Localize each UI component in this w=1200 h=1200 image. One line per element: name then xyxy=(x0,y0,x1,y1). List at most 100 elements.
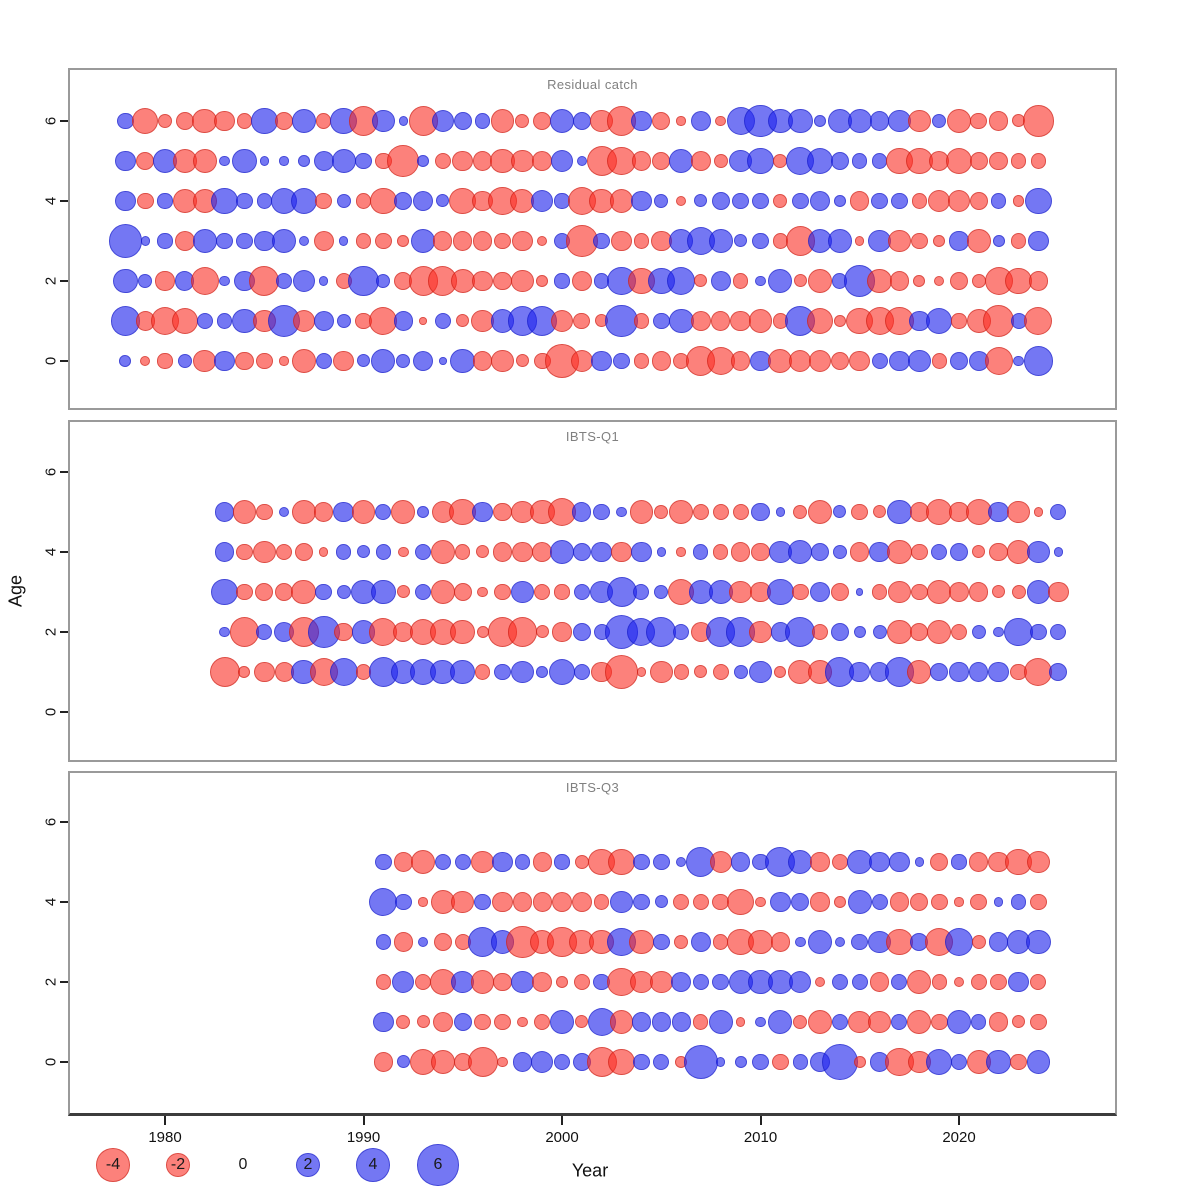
residual-bubble xyxy=(654,895,668,909)
residual-bubble xyxy=(108,224,143,258)
residual-bubble xyxy=(676,547,686,557)
residual-bubble xyxy=(573,312,591,330)
residual-bubble xyxy=(970,974,987,990)
residual-bubble xyxy=(731,351,751,371)
residual-bubble xyxy=(966,229,991,253)
residual-bubble xyxy=(1053,547,1063,557)
residual-bubble xyxy=(1004,617,1033,647)
residual-bubble xyxy=(631,1012,651,1032)
residual-bubble xyxy=(157,353,173,369)
residual-bubble xyxy=(476,626,489,638)
residual-bubble xyxy=(594,894,610,910)
residual-bubble xyxy=(515,354,529,368)
residual-bubble xyxy=(476,545,490,559)
y-axis-tick xyxy=(60,821,68,823)
residual-bubble xyxy=(870,972,890,992)
residual-bubble xyxy=(450,348,476,374)
residual-bubble xyxy=(947,109,971,133)
residual-bubble xyxy=(333,501,354,523)
residual-bubble xyxy=(969,191,989,211)
y-axis-tick-label: 2 xyxy=(42,977,60,987)
residual-bubble xyxy=(550,540,574,564)
residual-bubble xyxy=(339,236,349,246)
residual-bubble xyxy=(932,113,947,129)
residual-bubble xyxy=(933,235,946,247)
residual-bubble xyxy=(431,580,455,604)
residual-bubble xyxy=(511,580,534,604)
residual-bubble xyxy=(633,313,649,329)
residual-bubble xyxy=(259,156,269,166)
residual-bubble xyxy=(907,1010,932,1034)
residual-bubble xyxy=(155,271,175,291)
y-axis-tick xyxy=(60,280,68,282)
residual-bubble xyxy=(391,970,415,994)
residual-bubble xyxy=(371,349,396,373)
residual-bubble xyxy=(1024,306,1053,336)
residual-bubble xyxy=(692,893,710,911)
residual-bubble xyxy=(292,500,316,524)
residual-bubble xyxy=(994,897,1004,907)
residual-bubble xyxy=(925,307,953,335)
residual-bubble xyxy=(929,662,949,682)
residual-bubble xyxy=(415,584,432,600)
residual-bubble xyxy=(336,584,351,600)
residual-bubble xyxy=(605,304,638,338)
residual-bubble xyxy=(886,619,912,645)
panel-residual-catch: Residual catch xyxy=(68,68,1117,410)
residual-bubble xyxy=(1011,153,1027,169)
residual-bubble xyxy=(450,269,475,293)
residual-bubble xyxy=(736,1017,746,1027)
residual-bubble xyxy=(616,506,627,518)
residual-bubble xyxy=(908,109,931,133)
residual-bubble xyxy=(355,152,372,170)
y-axis-tick xyxy=(60,360,68,362)
residual-bubble xyxy=(768,269,793,293)
residual-bubble xyxy=(355,193,371,209)
residual-bubble xyxy=(256,193,272,209)
residual-bubble xyxy=(652,111,671,131)
residual-bubble xyxy=(549,108,575,134)
residual-bubble xyxy=(1049,662,1068,682)
residual-bubble xyxy=(631,190,652,212)
residual-bubble xyxy=(731,542,751,562)
residual-bubble xyxy=(889,892,909,912)
residual-bubble xyxy=(807,499,833,525)
residual-bubble xyxy=(214,502,235,522)
residual-bubble xyxy=(646,616,677,648)
residual-bubble xyxy=(676,116,686,126)
residual-bubble xyxy=(489,148,515,174)
residual-bubble xyxy=(192,149,217,173)
residual-bubble xyxy=(748,929,773,955)
residual-bubble xyxy=(652,933,670,951)
residual-bubble xyxy=(831,974,848,990)
residual-bubble xyxy=(550,309,574,333)
residual-bubble xyxy=(694,274,708,288)
residual-bubble xyxy=(192,229,217,253)
residual-bubble xyxy=(1008,971,1029,993)
residual-bubble xyxy=(933,275,945,287)
legend-label: 4 xyxy=(368,1156,378,1173)
residual-bubble xyxy=(734,1056,747,1068)
residual-bubble xyxy=(396,585,410,599)
residual-bubble xyxy=(971,624,986,640)
residual-bubble xyxy=(315,583,333,601)
residual-bubble xyxy=(556,976,568,988)
residual-bubble xyxy=(652,312,670,330)
residual-bubble xyxy=(673,664,689,680)
residual-bubble xyxy=(709,850,733,874)
residual-bubble xyxy=(532,892,552,912)
residual-bubble xyxy=(930,1013,948,1031)
residual-bubble xyxy=(211,187,238,215)
residual-bubble xyxy=(231,148,257,174)
residual-bubble xyxy=(452,150,474,172)
residual-bubble xyxy=(971,273,986,289)
y-axis-tick xyxy=(60,981,68,983)
residual-bubble xyxy=(849,350,871,372)
residual-bubble xyxy=(733,664,748,680)
residual-bubble xyxy=(570,349,594,373)
residual-bubble xyxy=(654,584,669,600)
residual-bubble xyxy=(115,150,136,172)
legend-bubble xyxy=(356,1148,390,1182)
residual-bubble xyxy=(791,583,809,601)
residual-bubble xyxy=(214,110,235,132)
